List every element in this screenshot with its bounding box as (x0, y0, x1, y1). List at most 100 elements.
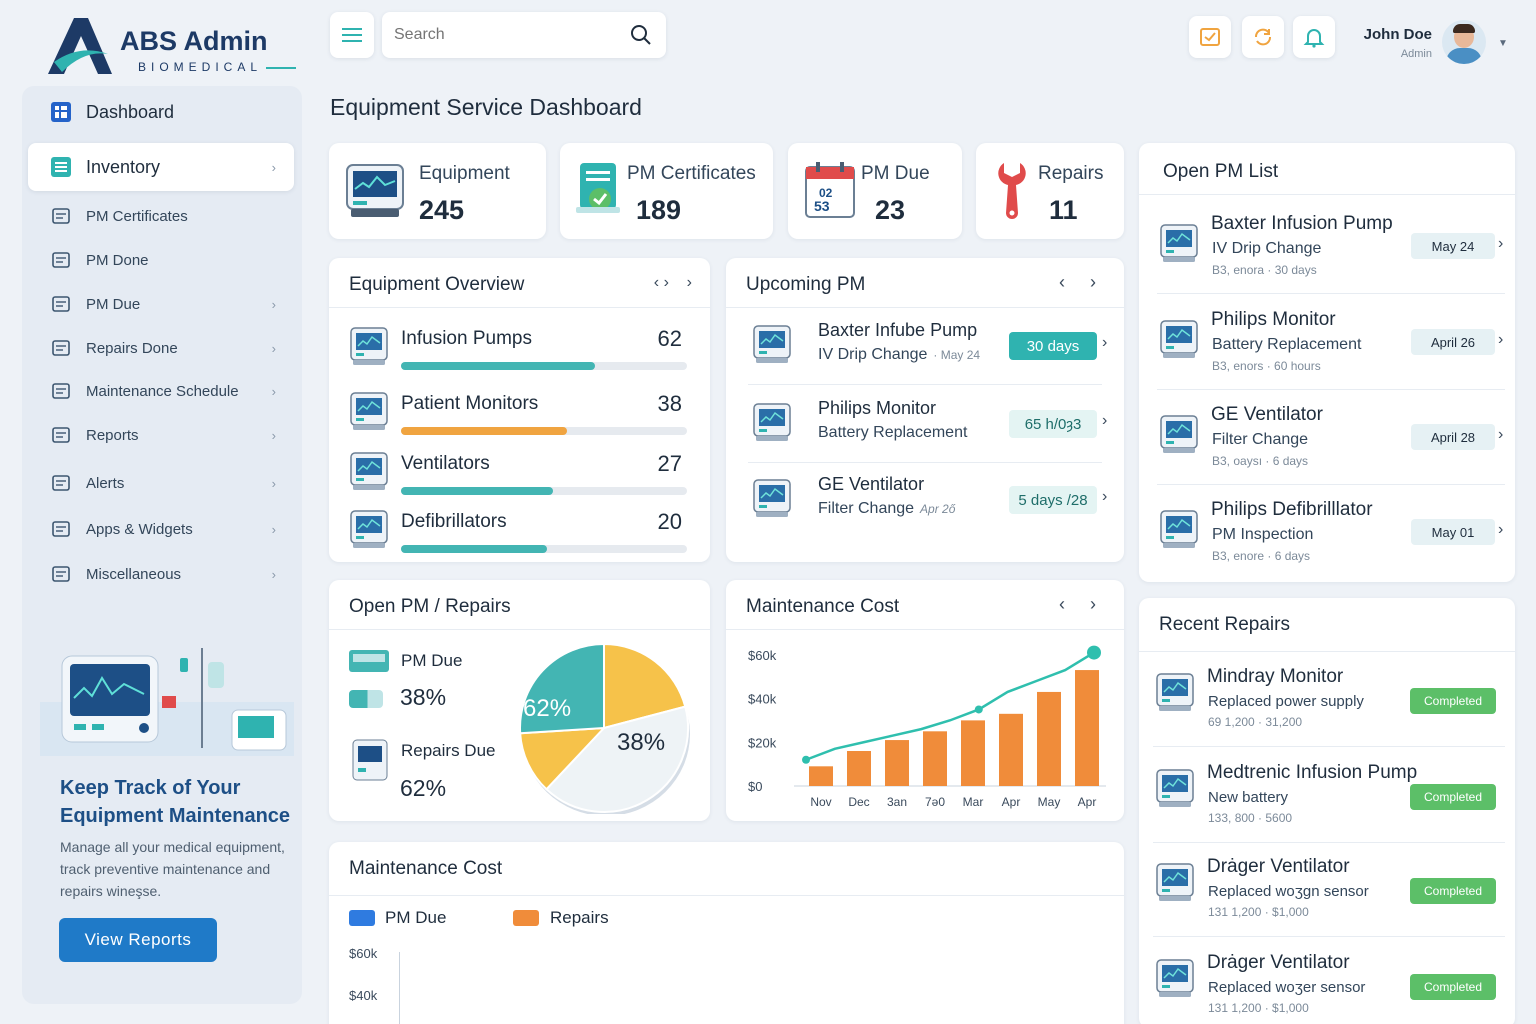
device-name: Philips Monitor (818, 398, 937, 418)
dashboard-icon (50, 101, 72, 123)
promo-card: Keep Track of Your Equipment Maintenance… (40, 638, 294, 988)
sidebar-item-miscellaneous[interactable]: Miscellaneous › (28, 552, 294, 596)
repair-meta: 133, 800 · 5600 (1208, 811, 1293, 825)
chevron-right-icon[interactable]: › (1498, 426, 1504, 443)
search-box[interactable] (382, 12, 666, 58)
search-input[interactable] (394, 22, 614, 48)
sidebar-item-pm-certificates[interactable]: PM Certificates (28, 194, 294, 238)
chevron-down-icon[interactable]: ▼ (1498, 38, 1508, 49)
repair-description: Replaced power supply (1208, 693, 1364, 710)
inventory-icon (50, 156, 72, 178)
search-icon[interactable] (630, 24, 652, 46)
certificate-check-icon (576, 163, 620, 213)
repair-meta: 131 1,200 · $1,000 (1208, 1001, 1309, 1015)
stat-value: 23 (875, 195, 906, 225)
chevron-right-icon[interactable]: › (1102, 334, 1108, 351)
task-line: Battery Replacement (818, 424, 973, 442)
sidebar-item-alerts[interactable]: Alerts › (28, 461, 294, 505)
repair-row[interactable]: Medtrenic Infusion Pump New battery 133, 8… (1139, 760, 1515, 850)
row-divider (1153, 746, 1505, 747)
repair-row[interactable]: Mindray Monitor Replaced power supply 69 1… (1139, 664, 1515, 754)
pie-slice-pm-due-outer (519, 726, 607, 791)
upcoming-pm-row[interactable]: GE Ventilator Filter Change Apr 2ő 5 days /… (726, 470, 1124, 540)
equipment-device-icon (350, 327, 388, 365)
open-pm-repairs-card: Open PM / Repairs PM Due 38% Repairs Due… (329, 580, 710, 821)
view-reports-button[interactable]: View Reports (59, 918, 217, 962)
repair-row[interactable]: Drȧger Ventilator Replaced woʒer sensor 13… (1139, 950, 1515, 1024)
open-pm-row[interactable]: Philips Monitor Battery Replacement B3, en… (1139, 305, 1515, 395)
sidebar-item-label: Apps & Widgets (86, 520, 193, 538)
x-tick-label: Nov (810, 795, 831, 809)
chevron-right-icon[interactable]: › (1102, 488, 1108, 505)
brand-subtitle: BIOMEDICAL (138, 60, 263, 74)
sidebar-item-label: PM Certificates (86, 207, 188, 225)
row-divider (748, 462, 1102, 463)
sidebar-item-dashboard[interactable]: Dashboard (28, 90, 294, 134)
repair-row[interactable]: Drȧger Ventilator Replaced woʒgn sensor 13… (1139, 854, 1515, 944)
open-pm-row[interactable]: Philips Defibrilllator PM Inspection B3, e… (1139, 495, 1515, 585)
open-pm-row[interactable]: GE Ventilator Filter Change B3, oaysı · 6 … (1139, 400, 1515, 490)
equipment-count: 20 (657, 509, 682, 534)
equipment-monitor-icon (346, 164, 404, 217)
sidebar-item-pm-done[interactable]: PM Done (28, 238, 294, 282)
sidebar-item-repairs-done[interactable]: Repairs Done › (28, 326, 294, 370)
chevron-left-icon[interactable]: ‹ (1058, 272, 1065, 292)
sync-button[interactable] (1242, 16, 1284, 58)
equipment-row[interactable]: Ventilators 27 (329, 445, 710, 501)
equipment-row[interactable]: Patient Monitors 38 (329, 385, 710, 441)
chevron-left-icon[interactable]: ‹ (1058, 594, 1065, 614)
pie-slice-pm-due (603, 644, 687, 730)
notifications-button[interactable] (1293, 16, 1335, 58)
upcoming-pm-row[interactable]: Philips Monitor Battery Replacement 65 h/0… (726, 394, 1124, 464)
equipment-name: Infusion Pumps (401, 328, 532, 349)
user-menu[interactable]: John Doe Admin ▼ (1360, 18, 1512, 68)
chevron-right-icon[interactable]: › (1090, 594, 1096, 614)
task-name: IV Drip Change (1212, 240, 1322, 257)
stat-card-pm-certificates[interactable]: PM Certificates 189 (560, 143, 773, 239)
equipment-row[interactable]: Defibrillators 20 (329, 503, 710, 559)
equipment-row[interactable]: Infusion Pumps 62 (329, 320, 710, 376)
repair-description: New battery (1208, 789, 1289, 806)
sidebar-item-label: Maintenance Schedule (86, 382, 239, 400)
x-tick-label: 3an (887, 795, 907, 809)
chevron-left-icon[interactable]: ‹ (653, 274, 660, 291)
promo-text: Manage all your medical equipment, track… (60, 839, 285, 899)
equipment-progress-fill (401, 545, 547, 553)
bar (847, 751, 871, 786)
chevron-right-icon[interactable]: › (1090, 272, 1096, 292)
equipment-progress-bar (401, 427, 687, 435)
brand-logo[interactable]: ABS Admin BIOMEDICAL (44, 14, 304, 78)
chevron-right-icon[interactable]: › (1498, 521, 1504, 538)
chevron-right-icon[interactable]: › (663, 274, 669, 291)
stat-card-repairs[interactable]: Repairs 11 (976, 143, 1124, 239)
stat-card-equipment[interactable]: Equipment 245 (329, 143, 546, 239)
chevron-right-icon[interactable]: › (1102, 412, 1108, 429)
chevron-right-icon[interactable]: › (1498, 331, 1504, 348)
y-tick-label: $40k (748, 692, 777, 707)
menu-toggle-button[interactable] (330, 12, 374, 58)
device-icon (1160, 510, 1198, 548)
chevron-right-icon: › (271, 340, 276, 356)
sidebar-item-pm-due[interactable]: PM Due › (28, 282, 294, 326)
due-badge: 30 days (1009, 332, 1097, 360)
pie-slice-repairs-due (519, 644, 605, 735)
sidebar-item-reports[interactable]: Reports › (28, 413, 294, 457)
sidebar-item-label: Miscellaneous (86, 565, 182, 583)
upcoming-pm-row[interactable]: Baxter Infube Pump IV Drip Change · May 24… (726, 316, 1124, 386)
equipment-count: 27 (657, 451, 682, 476)
equipment-name: Defibrillators (401, 511, 507, 532)
chevron-right-icon[interactable]: › (1498, 235, 1504, 252)
bar (1075, 670, 1099, 786)
pm-repairs-pie-chart: 62% 38% (519, 644, 690, 814)
sidebar-item-inventory[interactable]: Inventory › (28, 143, 294, 191)
chevron-right-icon[interactable]: › (686, 274, 692, 291)
y-tick-label: $40k (349, 988, 378, 1003)
device-name: Philips Monitor (1211, 309, 1336, 330)
status-badge: Completed (1410, 878, 1496, 904)
open-pm-row[interactable]: Baxter Infusion Pump IV Drip Change B3, en… (1139, 209, 1515, 299)
sidebar-item-maintenance-schedule[interactable]: Maintenance Schedule › (28, 369, 294, 413)
tasks-button[interactable] (1189, 16, 1231, 58)
sidebar-item-apps-widgets[interactable]: Apps & Widgets › (28, 507, 294, 551)
stat-card-pm-due[interactable]: 02 53 PM Due 23 (788, 143, 962, 239)
task-line: IV Drip Change · May 24 (818, 346, 980, 364)
